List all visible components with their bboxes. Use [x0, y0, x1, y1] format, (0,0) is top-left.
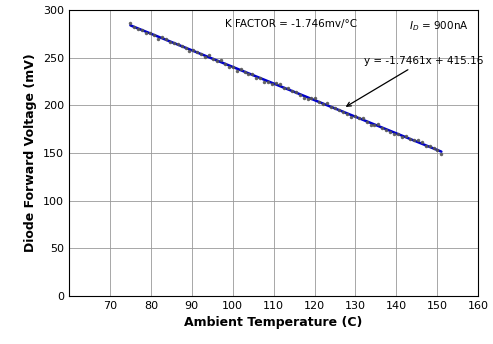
Text: $I_D$ = 900nA: $I_D$ = 900nA: [409, 19, 468, 33]
Text: K FACTOR = -1.746mv/°C: K FACTOR = -1.746mv/°C: [224, 19, 356, 29]
X-axis label: Ambient Temperature (C): Ambient Temperature (C): [184, 316, 363, 329]
Text: y = -1.7461x + 415.16: y = -1.7461x + 415.16: [347, 55, 483, 106]
Y-axis label: Diode Forward Voltage (mV): Diode Forward Voltage (mV): [25, 54, 37, 252]
